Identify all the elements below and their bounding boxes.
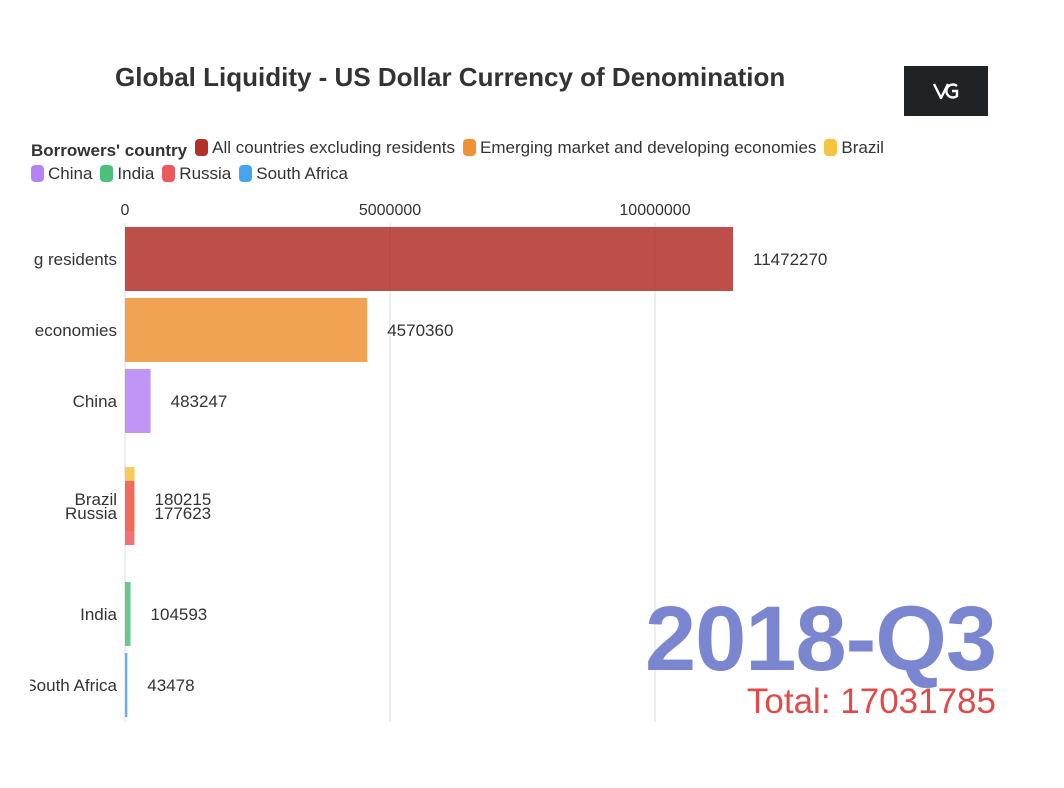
legend-item[interactable]: Russia [162,162,231,185]
legend-item[interactable]: China [31,162,92,185]
legend-item[interactable]: Brazil [824,136,884,159]
legend-label: China [48,164,93,183]
legend-swatch [31,165,44,182]
bar [125,369,151,433]
legend-item[interactable]: India [100,162,154,185]
value-label: 177623 [154,504,211,523]
bar [125,481,135,545]
bar [125,582,131,646]
legend-item[interactable]: Emerging market and developing economies [463,136,816,159]
value-label: 180215 [155,490,212,509]
x-tick-label: 0 [121,202,130,219]
category-label: g residents [34,250,117,269]
legend-swatch [100,165,114,182]
legend-label: Russia [179,164,232,183]
left-mask [0,195,30,735]
legend: Borrowers' country All countries excludin… [31,136,931,188]
bar [125,227,734,291]
legend-item[interactable]: South Africa [239,162,348,185]
category-label: economies [35,321,117,340]
category-label: China [73,392,118,411]
total-label: Total: 17031785 [746,682,996,721]
chart-title: Global Liquidity - US Dollar Currency of… [115,62,786,92]
x-tick-label: 10000000 [619,202,690,219]
value-label: 11472270 [753,250,827,269]
value-label: 104593 [151,605,208,624]
legend-label: South Africa [256,164,348,183]
legend-item[interactable]: All countries excluding residents [195,136,455,159]
category-label: Brazil [74,490,117,509]
value-label: 43478 [147,676,194,695]
category-label: South Africa [25,676,117,695]
x-tick-label: 5000000 [359,202,421,219]
legend-swatch [162,165,176,182]
legend-title: Borrowers' country [31,141,188,160]
bar [125,653,128,717]
category-label: Russia [65,504,118,523]
legend-label: Emerging market and developing economies [480,138,817,157]
legend-swatch [195,139,209,156]
value-label: 483247 [171,392,228,411]
period-label: 2018-Q3 [644,588,997,690]
legend-label: All countries excluding residents [212,138,455,157]
vg-logo[interactable] [904,66,988,116]
legend-label: Brazil [841,138,884,157]
legend-swatch [463,139,476,156]
bar [125,298,368,362]
category-label: India [80,605,117,624]
value-label: 4570360 [387,321,453,340]
bar-chart: 0 5000000 10000000 g residents 11472270 econo… [0,195,827,735]
legend-label: India [117,164,155,183]
vg-logo-icon [932,83,959,100]
legend-swatch [239,165,253,182]
legend-swatch [824,139,838,156]
